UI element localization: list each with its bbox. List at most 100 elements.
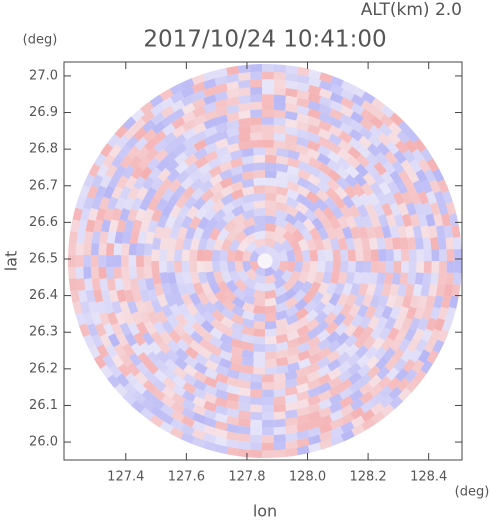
echo-cell xyxy=(400,249,409,261)
echo-cell xyxy=(454,249,462,261)
echo-cell xyxy=(392,191,405,206)
y-tick-label: 26.7 xyxy=(29,178,58,193)
echo-cell xyxy=(360,108,375,122)
echo-cell xyxy=(105,255,114,267)
echo-cell xyxy=(173,323,187,337)
echo-cell xyxy=(91,333,104,348)
echo-cell xyxy=(364,305,377,319)
echo-cell xyxy=(173,366,188,380)
echo-cell xyxy=(226,104,240,114)
echo-cell xyxy=(144,321,157,336)
echo-cell xyxy=(145,231,155,245)
echo-cell xyxy=(180,86,195,99)
echo-cell xyxy=(273,411,286,420)
echo-cell xyxy=(123,196,135,211)
echo-cell xyxy=(136,146,150,161)
echo-cell xyxy=(325,321,339,335)
echo-cell xyxy=(426,349,439,364)
echo-cell xyxy=(108,333,121,348)
echo-cell xyxy=(285,440,298,450)
echo-cell xyxy=(337,215,349,230)
echo-cell xyxy=(285,313,300,326)
echo-cell xyxy=(192,387,207,400)
echo-cell xyxy=(416,249,425,261)
echo-cell xyxy=(364,345,378,360)
echo-cell xyxy=(329,271,340,285)
echo-cell xyxy=(160,97,175,110)
echo-cell xyxy=(339,105,354,118)
echo-cell xyxy=(150,331,164,345)
echo-cell xyxy=(296,445,310,456)
echo-cell xyxy=(317,281,330,296)
echo-cell xyxy=(368,383,383,398)
echo-cell xyxy=(391,347,405,362)
echo-cell xyxy=(238,433,251,443)
echo-cell xyxy=(342,194,355,209)
echo-cell xyxy=(226,88,240,99)
echo-cell xyxy=(296,324,311,337)
echo-cell xyxy=(262,442,274,451)
echo-cell xyxy=(191,74,206,86)
echo-cell xyxy=(375,151,389,166)
echo-cell xyxy=(172,375,187,388)
echo-cell xyxy=(215,372,229,384)
echo-cell xyxy=(317,128,332,141)
echo-cell xyxy=(273,109,286,119)
echo-cell xyxy=(229,149,243,161)
echo-cell xyxy=(405,378,420,393)
echo-cell xyxy=(226,376,240,387)
echo-cell xyxy=(332,261,341,273)
echo-cell xyxy=(145,360,159,375)
echo-cell xyxy=(407,237,417,250)
echo-cell xyxy=(340,249,349,261)
echo-cell xyxy=(203,384,218,396)
echo-cell xyxy=(425,295,436,309)
echo-cell xyxy=(161,394,176,408)
echo-cell xyxy=(296,390,310,402)
echo-cell xyxy=(265,282,277,292)
echo-cell xyxy=(113,266,123,279)
echo-cell xyxy=(328,215,341,230)
echo-cell xyxy=(314,271,325,285)
echo-cell xyxy=(158,249,168,261)
echo-cell xyxy=(384,191,397,206)
echo-cell xyxy=(151,387,166,401)
echo-cell xyxy=(192,282,205,296)
echo-cell xyxy=(335,342,350,356)
echo-cell xyxy=(203,102,217,114)
echo-cell xyxy=(295,201,309,215)
echo-cell xyxy=(72,207,83,221)
echo-cell xyxy=(214,428,228,439)
echo-cell xyxy=(198,162,212,176)
echo-cell xyxy=(142,379,157,394)
echo-cell xyxy=(420,179,433,194)
echo-cell xyxy=(182,127,197,141)
echo-cell xyxy=(98,266,107,279)
echo-cell xyxy=(137,231,148,244)
echo-cell xyxy=(262,419,274,428)
echo-cell xyxy=(136,321,149,336)
echo-cell xyxy=(273,418,286,428)
echo-cell xyxy=(435,225,446,238)
echo-cell xyxy=(289,270,301,284)
echo-cell xyxy=(441,190,453,205)
echo-cell xyxy=(88,163,101,178)
echo-cell xyxy=(141,398,155,412)
echo-cell xyxy=(351,424,366,437)
echo-cell xyxy=(337,360,352,374)
echo-cell xyxy=(200,226,213,241)
echo-cell xyxy=(346,353,361,367)
echo-cell xyxy=(318,390,332,402)
echo-cell xyxy=(117,144,132,159)
echo-cell xyxy=(306,148,321,160)
echo-cell xyxy=(273,233,287,245)
echo-cell xyxy=(275,209,288,220)
echo-cell xyxy=(275,318,289,329)
echo-cell xyxy=(389,202,401,217)
echo-cell xyxy=(262,94,274,103)
y-unit: (deg) xyxy=(23,33,58,48)
echo-cell xyxy=(396,377,411,392)
echo-cell xyxy=(282,278,296,292)
echo-cell xyxy=(307,108,321,120)
echo-cell xyxy=(384,237,394,250)
